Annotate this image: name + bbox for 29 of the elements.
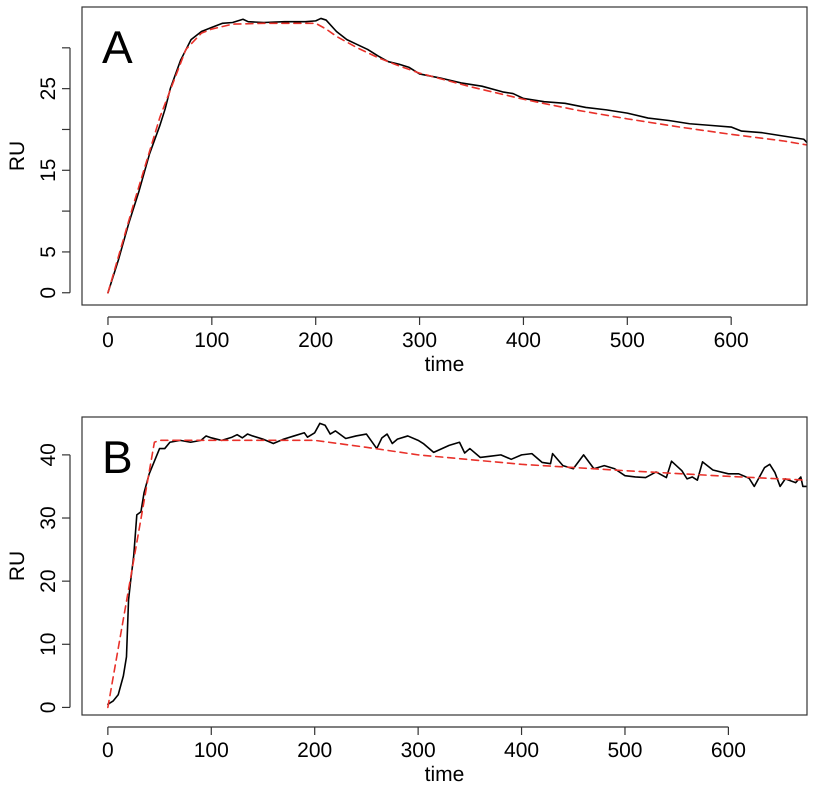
x-tick-label: 0 [102, 739, 114, 762]
y-tick-label: 25 [37, 76, 60, 100]
y-axis-title: RU [6, 550, 29, 582]
x-tick-label: 200 [297, 739, 332, 762]
chart-title: A [102, 21, 133, 73]
x-tick-label: 400 [504, 739, 540, 762]
x-tick-label: 600 [714, 329, 749, 352]
x-axis-title: time [424, 353, 464, 376]
y-tick-label: 0 [37, 702, 60, 714]
x-tick-label: 600 [710, 739, 746, 762]
x-tick-label: 100 [194, 739, 229, 762]
x-tick-label: 100 [194, 329, 230, 352]
y-tick-label: 0 [37, 286, 60, 299]
y-tick-label: 40 [37, 443, 60, 467]
y-axis-title: RU [6, 140, 29, 172]
x-axis-title: time [424, 763, 464, 786]
y-tick-label: 20 [37, 569, 60, 593]
y-tick-label: 10 [37, 632, 60, 656]
x-tick-label: 500 [610, 329, 645, 352]
x-tick-label: 200 [298, 329, 334, 352]
y-tick-label: 30 [37, 506, 60, 530]
x-tick-label: 400 [506, 329, 541, 352]
x-tick-label: 0 [102, 329, 114, 352]
x-tick-label: 300 [400, 739, 436, 762]
chart-title: B [102, 431, 133, 483]
x-tick-label: 500 [607, 739, 642, 762]
y-tick-label: 5 [37, 246, 60, 258]
x-tick-label: 300 [402, 329, 438, 352]
y-tick-label: 15 [37, 158, 60, 182]
